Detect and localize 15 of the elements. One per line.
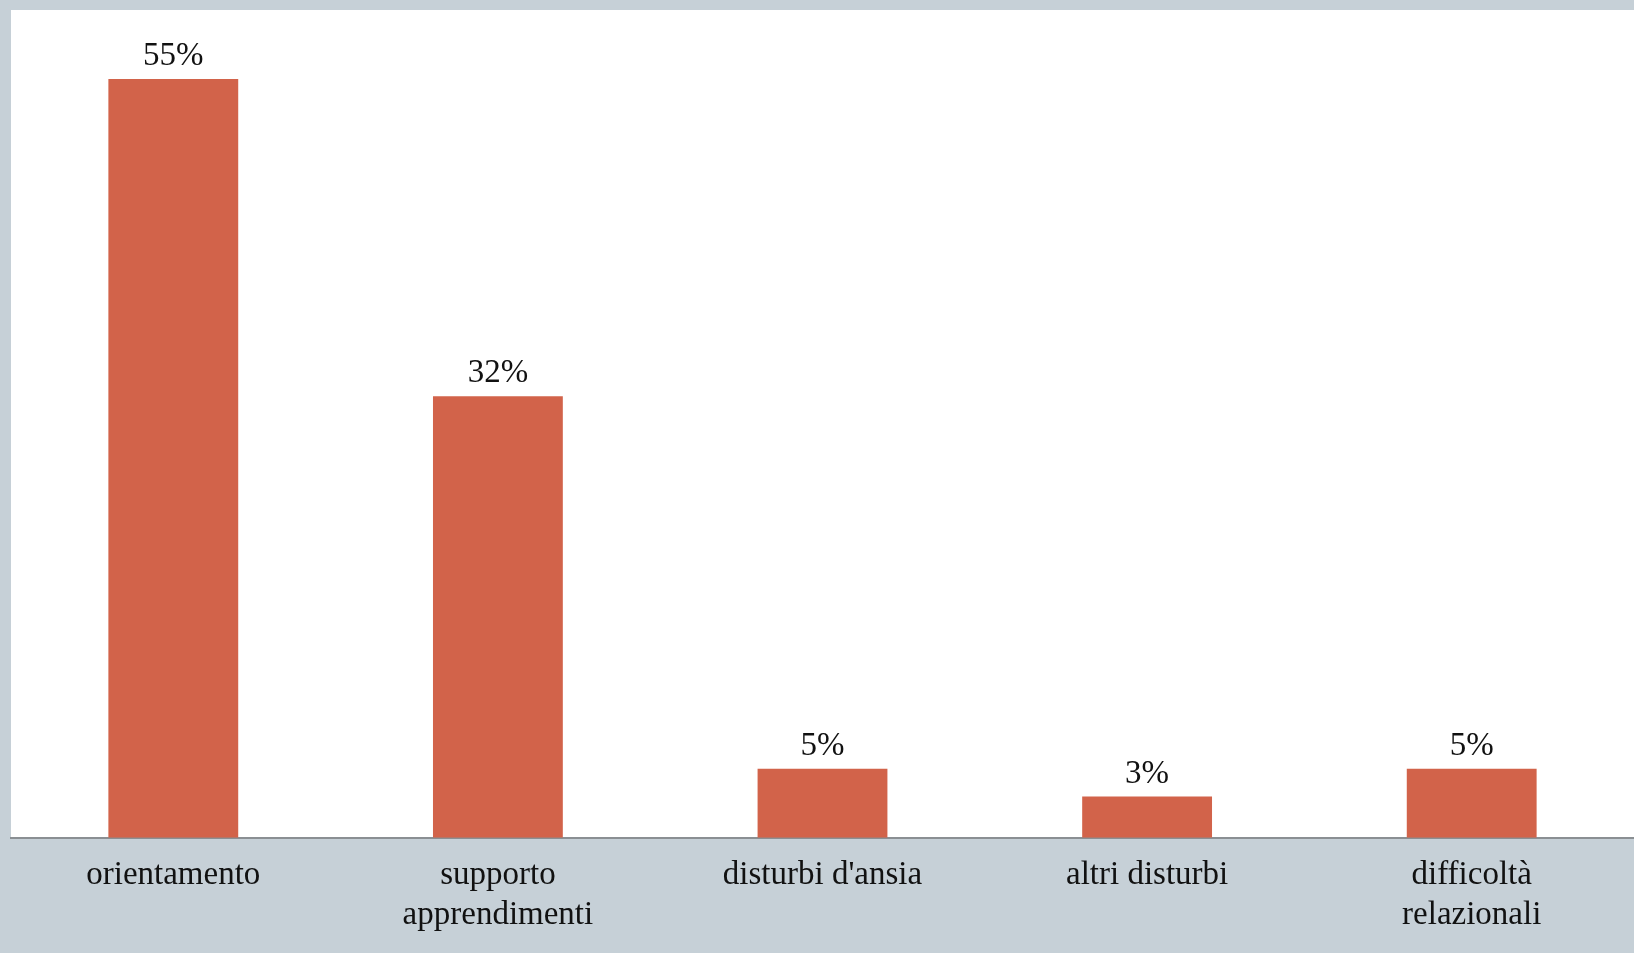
data-label: 5% xyxy=(1449,725,1494,762)
data-label: 5% xyxy=(800,725,845,762)
bar xyxy=(432,396,563,838)
data-label: 3% xyxy=(1125,753,1170,790)
bar xyxy=(1082,796,1213,838)
bar xyxy=(1406,768,1537,838)
x-tick-label: disturbi d'ansia xyxy=(722,855,923,892)
bar xyxy=(757,768,888,838)
x-tick-label: supporto apprendimenti xyxy=(402,855,594,931)
x-tick-label: altri disturbi xyxy=(1065,855,1229,892)
bar xyxy=(108,78,239,838)
x-tick-label: difficoltà relazionali xyxy=(1402,855,1542,931)
x-tick-label: orientamento xyxy=(86,855,261,892)
data-label: 32% xyxy=(467,353,529,390)
data-label: 55% xyxy=(143,36,204,73)
